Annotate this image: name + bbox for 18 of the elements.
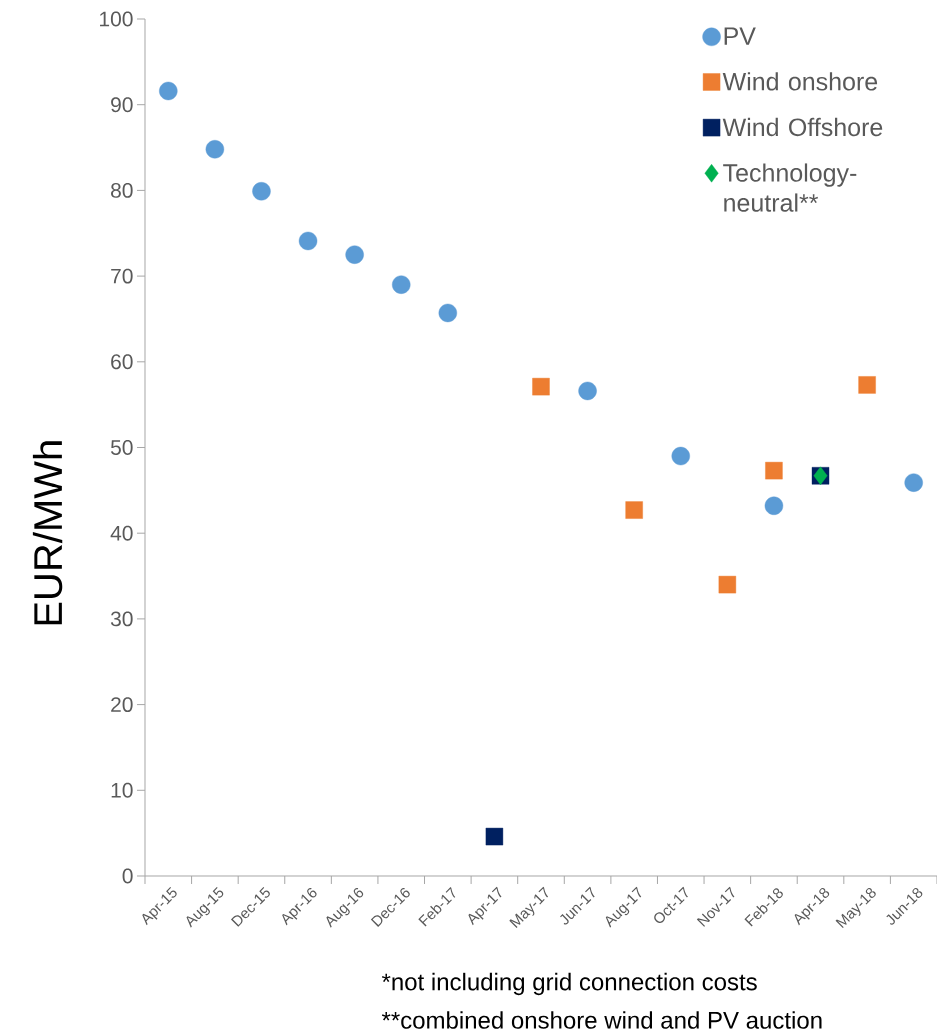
legend-label: Wind onshore	[722, 72, 877, 91]
y-axis-title: EUR/MWh	[32, 441, 63, 625]
y-tick-label: 30	[110, 611, 133, 627]
y-tick-label: 60	[110, 354, 133, 370]
y-tick-label: 10	[111, 782, 133, 798]
y-tick-label: 40	[110, 525, 133, 541]
text: *not including grid connection costs	[381, 972, 757, 996]
legend-label: Technology-neutral**	[722, 163, 857, 212]
legend-label: Wind Offshore	[722, 117, 882, 137]
y-tick-label: 0	[122, 868, 133, 884]
y-tick-label: 80	[110, 182, 133, 198]
text: **combined onshore wind and PV auction	[381, 1011, 822, 1029]
y-tick-label: 100	[99, 11, 133, 27]
y-tick-label: 70	[110, 268, 133, 284]
legend-label: PV	[724, 27, 756, 45]
y-tick-label: 20	[110, 697, 133, 713]
y-tick-label: 90	[110, 97, 133, 113]
y-tick-label: 50	[110, 440, 133, 455]
